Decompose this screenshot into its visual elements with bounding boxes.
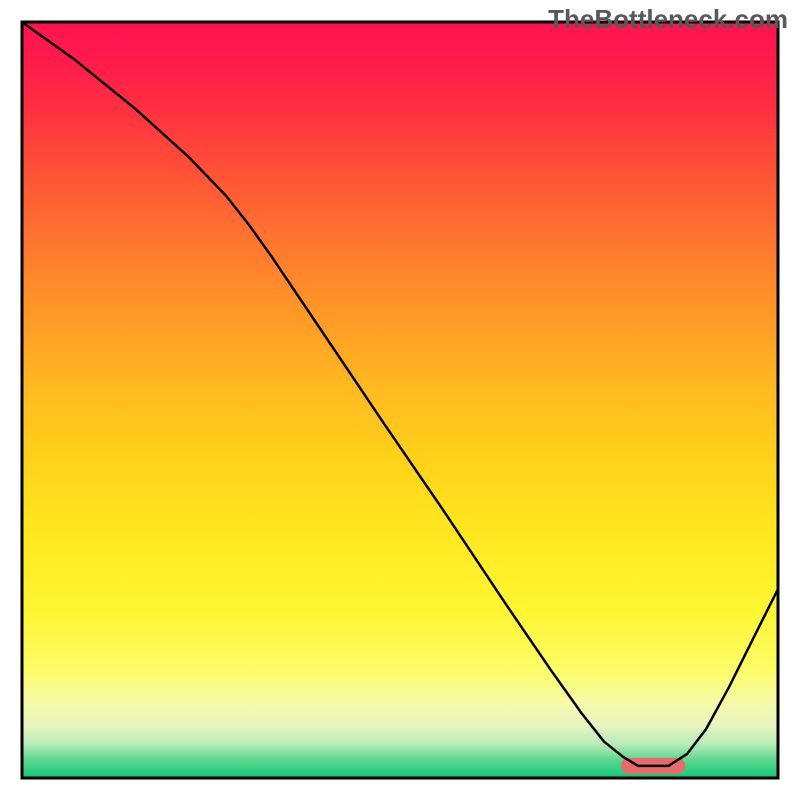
chart-svg bbox=[0, 0, 800, 800]
gradient-background bbox=[22, 22, 778, 778]
watermark-text: TheBottleneck.com bbox=[548, 4, 788, 35]
bottleneck-chart: TheBottleneck.com bbox=[0, 0, 800, 800]
